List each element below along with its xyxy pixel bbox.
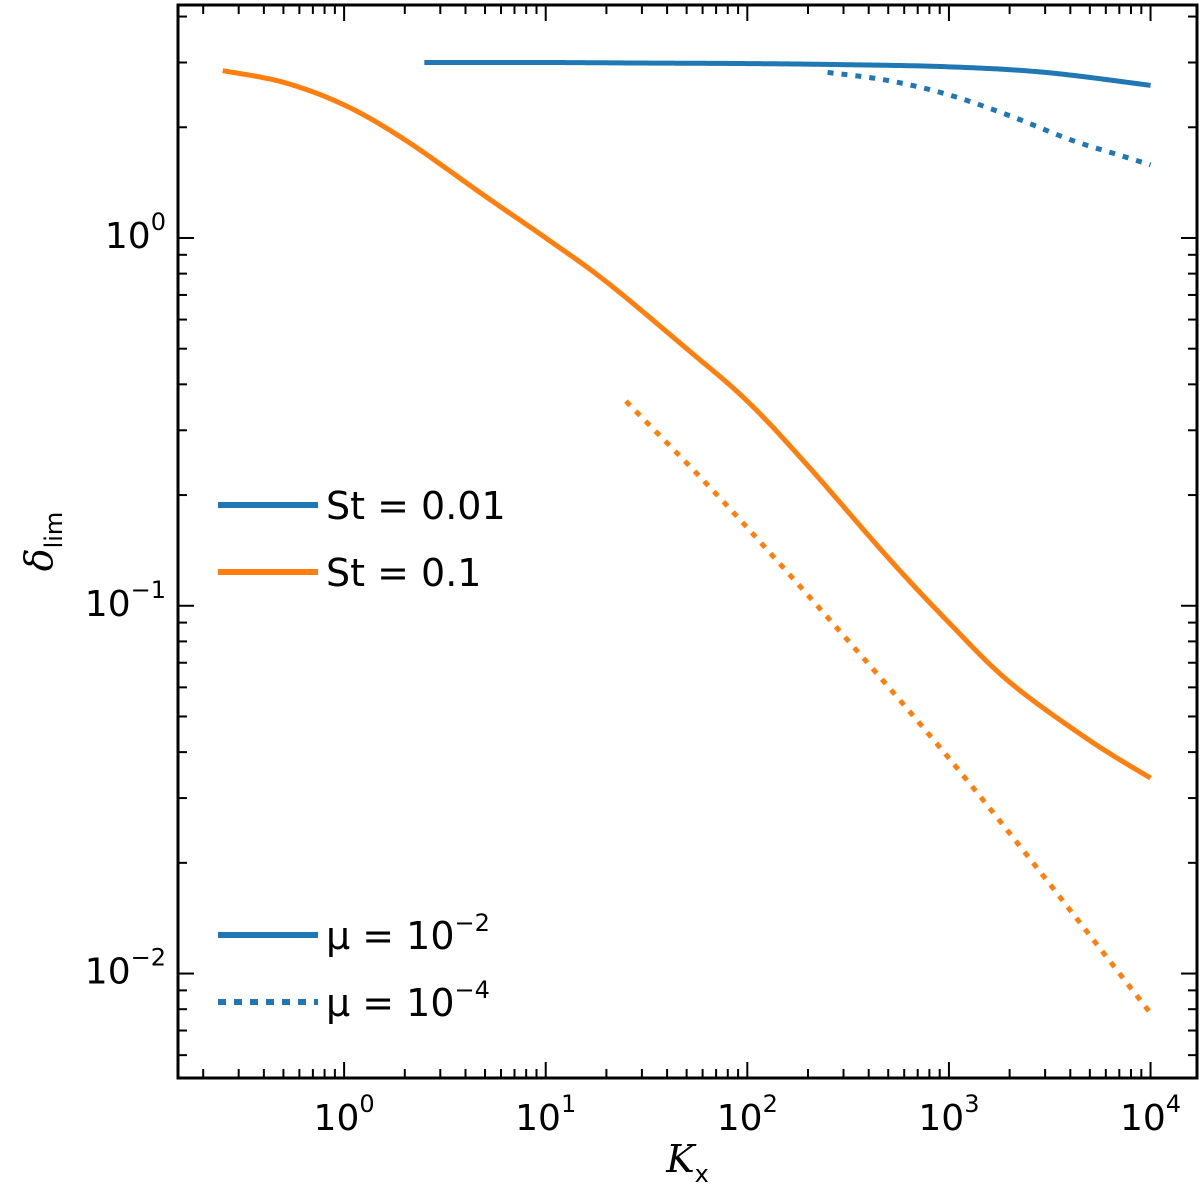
y-axis-label-main: δ <box>17 548 61 571</box>
x-tick-label-exp: 4 <box>1166 1090 1181 1118</box>
series-line-0-solid <box>424 59 1151 88</box>
legend-entry-label: μ = 10−2 <box>326 909 490 958</box>
x-tick-label: 101 <box>515 1090 576 1139</box>
y-tick-label-base: 10 <box>85 584 131 625</box>
y-tick-label: 10−1 <box>85 576 166 625</box>
series-layer <box>222 59 1153 1015</box>
y-tick-label-base: 10 <box>85 952 131 993</box>
x-axis-label-sub: x <box>695 1160 709 1188</box>
x-tick-label: 103 <box>918 1090 979 1139</box>
x-tick-label-exp: 3 <box>964 1090 979 1118</box>
legend-entry-prefix: μ = 10 <box>326 914 455 958</box>
series-line-1-dotted <box>827 69 1152 168</box>
x-tick-label: 100 <box>314 1090 375 1139</box>
x-tick-label-base: 10 <box>918 1098 964 1139</box>
legend-entry-exp: −4 <box>455 976 490 1004</box>
x-tick-label-base: 10 <box>314 1098 360 1139</box>
x-axis-label: Kx <box>665 1137 709 1188</box>
series-line-3-dotted <box>624 399 1153 1015</box>
x-tick-label-base: 10 <box>515 1098 561 1139</box>
y-tick-label-exp: −1 <box>131 576 166 604</box>
legend-entry-label: St = 0.01 <box>326 484 506 528</box>
y-tick-label: 10−2 <box>85 944 166 993</box>
x-tick-label-base: 10 <box>717 1098 763 1139</box>
x-tick-label: 104 <box>1120 1090 1181 1139</box>
legend-entry-label: St = 0.1 <box>326 551 481 595</box>
x-axis-label-main: K <box>665 1137 697 1181</box>
y-tick-label: 100 <box>105 208 166 257</box>
x-tick-label: 102 <box>717 1090 778 1139</box>
plot-frame <box>176 3 1199 1080</box>
x-tick-label-base: 10 <box>1120 1098 1166 1139</box>
y-tick-label-exp: −2 <box>131 944 166 972</box>
legend-entry-label: μ = 10−4 <box>326 976 490 1025</box>
x-tick-label-exp: 1 <box>561 1090 576 1118</box>
x-tick-labels: 100 101 102 103 104 <box>314 1090 1182 1139</box>
x-tick-label-exp: 0 <box>359 1090 374 1118</box>
y-axis-label-sub: lim <box>40 512 68 549</box>
x-tick-label-exp: 2 <box>763 1090 778 1118</box>
legend-entry-prefix: μ = 10 <box>326 981 455 1025</box>
legend-entry-exp: −2 <box>455 909 490 937</box>
y-axis-label: δlim <box>17 512 68 572</box>
y-tick-label-exp: 0 <box>151 208 166 236</box>
series-line-2-solid <box>222 68 1152 781</box>
y-tick-label-base: 10 <box>105 216 151 257</box>
